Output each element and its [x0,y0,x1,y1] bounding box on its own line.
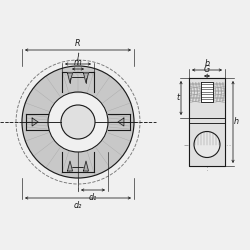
Bar [108,114,130,130]
Text: m: m [74,58,82,67]
Text: t: t [177,94,180,102]
Bar [62,152,94,172]
Polygon shape [68,73,72,83]
Circle shape [61,105,95,139]
Bar [26,114,48,130]
Text: b: b [204,59,210,68]
Bar [62,72,94,92]
Bar [201,82,213,102]
Text: l: l [77,53,79,62]
Polygon shape [32,118,38,126]
Text: d₁: d₁ [89,193,97,202]
Text: d₂: d₂ [74,201,82,210]
Text: h: h [234,118,239,126]
Circle shape [48,92,108,152]
Bar [189,78,225,166]
Text: G: G [204,65,210,74]
Polygon shape [84,161,88,171]
Text: R: R [75,39,81,48]
Polygon shape [84,73,88,83]
Circle shape [194,132,220,158]
Circle shape [22,66,134,178]
Polygon shape [68,161,72,171]
Polygon shape [118,118,124,126]
